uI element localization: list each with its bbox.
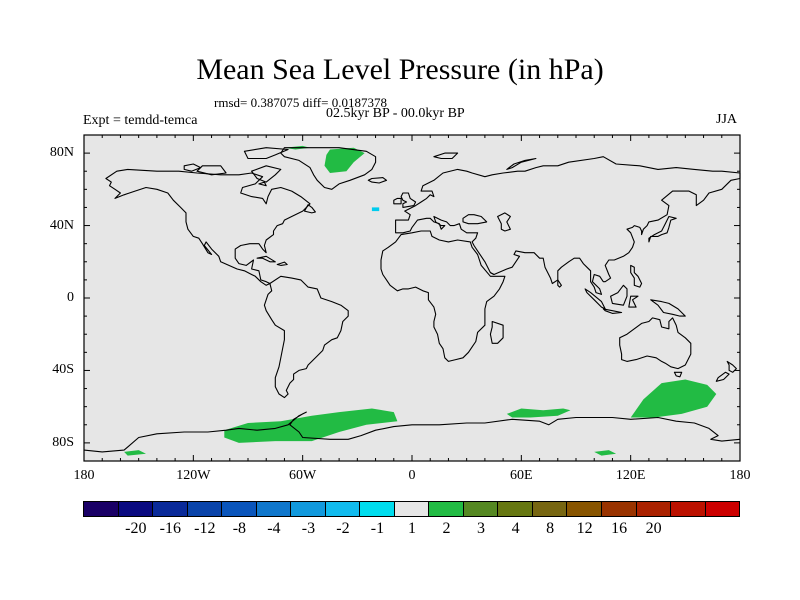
coastline-ellesmere	[243, 147, 289, 160]
coastline-black-sea	[462, 214, 488, 225]
colorbar-label: 8	[546, 520, 555, 537]
coastline-madagascar	[489, 320, 504, 344]
coastline-iceland	[367, 177, 388, 184]
colorbar-label: 20	[645, 520, 662, 537]
colorbar	[83, 501, 741, 517]
colorbar-label: -16	[159, 520, 181, 537]
colorbar-label: 1	[408, 520, 416, 537]
coastline-sri-lanka	[557, 279, 562, 288]
coastlines	[83, 147, 741, 453]
colorbar-box	[462, 501, 499, 517]
colorbar-label: 2	[442, 520, 451, 537]
colorbar-box	[83, 501, 119, 517]
coastline-north-america	[105, 168, 311, 286]
colorbar-label: -4	[267, 520, 281, 537]
coastline-arabia-sea-edge	[490, 272, 495, 275]
coastline-borneo	[610, 284, 628, 306]
coastline-baffin	[251, 165, 282, 183]
chart-title: Mean Sea Level Pressure (in hPa)	[196, 53, 604, 86]
colorbar-box	[531, 501, 568, 517]
colorbar-box	[670, 501, 706, 517]
colorbar-label: -1	[370, 520, 385, 537]
coastline-new-zealand-north	[726, 360, 737, 373]
stats-line: rmsd= 0.387075 diff= 0.0187378	[214, 95, 387, 110]
colorbar-box	[566, 501, 602, 517]
coastline-hispaniola	[276, 261, 288, 266]
colorbar-label: -12	[194, 520, 216, 537]
coastline-british-isles	[400, 192, 417, 208]
coastline-eurasia	[395, 156, 741, 295]
colorbar-label: -20	[125, 520, 147, 537]
colorbar-box	[393, 501, 430, 517]
coastline-africa	[380, 230, 506, 362]
y-tick-label: 80N	[49, 145, 74, 161]
coastline-new-guinea	[650, 299, 686, 317]
colorbar-box	[704, 501, 741, 517]
colorbar-box	[359, 501, 395, 517]
coastline-caspian	[497, 212, 511, 232]
y-tick-label: 40S	[52, 362, 74, 378]
colorbar-label: 12	[576, 520, 593, 537]
coastline-ireland	[393, 197, 402, 205]
coastline-sulawesi	[628, 295, 639, 308]
anomaly-region-south-pacific-atlantic-antarctic	[224, 408, 398, 443]
y-tick-label: 80S	[52, 434, 74, 450]
coastline-hudson-bay-islands	[258, 181, 267, 187]
colorbar-label: -3	[301, 520, 316, 537]
coastline-novaya-zemlya	[506, 157, 537, 170]
colorbar-label: 3	[477, 520, 486, 537]
colorbar-box	[497, 501, 533, 517]
coastline-tasmania	[673, 371, 683, 378]
anomaly-regions	[124, 145, 717, 456]
coastline-philippines	[630, 264, 643, 288]
colorbar-box	[117, 501, 154, 517]
colorbar-label: -8	[232, 520, 247, 537]
map-frame	[83, 134, 741, 462]
colorbar-box	[152, 501, 188, 517]
anomaly-region-indian-ocean-antarctic	[506, 408, 571, 418]
x-tick-label: 180	[73, 468, 95, 483]
coastline-new-zealand-south	[715, 371, 730, 382]
colorbar-box	[290, 501, 326, 517]
colorbar-box	[600, 501, 637, 517]
y-tick-label: 40N	[49, 217, 74, 233]
colorbar-box	[324, 501, 361, 517]
coastline-cuba	[256, 255, 276, 263]
y-tick-label: 0	[67, 290, 74, 305]
colorbar-box	[635, 501, 672, 517]
colorbar-box	[255, 501, 292, 517]
x-tick-label: 120W	[176, 468, 211, 483]
x-tick-label: 60E	[510, 468, 533, 483]
anomaly-region-south-of-australia	[630, 379, 717, 418]
anomaly-region-greenland-east	[324, 147, 365, 173]
coastline-svalbard	[433, 152, 459, 160]
colorbar-box	[428, 501, 464, 517]
coastline-greenland	[280, 147, 377, 190]
colorbar-box	[186, 501, 223, 517]
coastline-australia	[619, 317, 692, 370]
coastline-java	[602, 308, 623, 314]
coastline-banks-island	[183, 163, 202, 172]
colorbar-box	[221, 501, 257, 517]
coastline-victoria-island	[196, 165, 227, 176]
season-label: JJA	[716, 112, 738, 127]
colorbar-label: 4	[511, 520, 520, 537]
coastline-south-america	[263, 275, 349, 399]
x-tick-label: 0	[408, 468, 416, 483]
coastline-antarctica	[83, 411, 741, 453]
anomaly-region-north-atlantic-cyan	[371, 207, 380, 212]
coastline-japan	[648, 215, 677, 243]
anomaly-region-ross-sea-small	[124, 450, 146, 456]
colorbar-label: -2	[336, 520, 350, 537]
x-tick-label: 60W	[289, 468, 317, 483]
period-line: 02.5kyr BP - 00.0kyr BP	[326, 106, 465, 121]
coastline-sumatra	[584, 288, 606, 310]
anomaly-region-east-antarctic-small	[594, 450, 617, 456]
experiment-label: Expt = temdd-temca	[83, 113, 198, 128]
x-tick-label: 120E	[615, 468, 646, 483]
colorbar-label: 16	[611, 520, 628, 537]
x-tick-label: 180	[729, 468, 751, 483]
coastline-newfoundland	[303, 204, 316, 214]
